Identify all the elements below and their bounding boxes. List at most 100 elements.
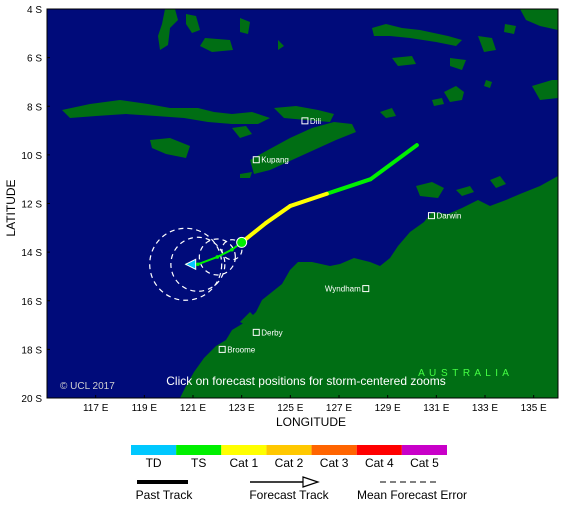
land-shape	[450, 58, 466, 70]
city-marker-icon	[427, 212, 435, 220]
land-shape	[490, 176, 506, 188]
category-swatch	[266, 445, 312, 455]
y-axis-label: LATITUDE	[4, 179, 18, 236]
latitude-tick-label: 18 S	[21, 345, 42, 356]
land-shape	[532, 80, 558, 100]
land-shape	[432, 98, 444, 106]
city-label: Dili	[310, 117, 321, 126]
latitude-tick-label: 4 S	[27, 5, 42, 16]
land-shape	[416, 182, 444, 198]
category-label: Cat 5	[410, 456, 439, 470]
land-shape	[504, 24, 516, 34]
city-marker-icon	[218, 345, 226, 353]
land-shape	[278, 40, 284, 50]
forecast-arrowhead-icon[interactable]	[184, 258, 197, 271]
latitude-tick-labels: 4 S 6 S 8 S 10 S 12 S 14 S 16 S 18 S 20 S	[21, 5, 50, 405]
zoom-instruction-text: Click on forecast positions for storm-ce…	[166, 374, 445, 388]
land-shape	[274, 106, 334, 122]
forecast-track-label: Forecast Track	[249, 488, 329, 502]
longitude-tick-label: 129 E	[375, 403, 401, 414]
longitude-tick-label: 135 E	[521, 403, 547, 414]
longitude-tick-labels: 117 E 119 E 121 E 123 E 125 E 127 E 129 E 131 E…	[83, 395, 547, 414]
land-shape	[200, 38, 233, 52]
category-swatch	[131, 445, 177, 455]
latitude-tick-label: 10 S	[21, 151, 42, 162]
forecast-position-marker[interactable]	[215, 255, 220, 259]
region-label: A U S T R A L I A	[418, 368, 510, 379]
land-shape	[444, 86, 464, 102]
mean-forecast-error-circles	[149, 227, 243, 301]
land-shape	[484, 80, 492, 88]
category-swatch	[221, 445, 267, 455]
category-label: TS	[191, 456, 206, 470]
land-shape	[62, 100, 270, 124]
past-track-segment	[368, 143, 419, 182]
forecast-error-circle	[170, 236, 226, 292]
land-shape	[478, 36, 496, 52]
longitude-tick-label: 119 E	[132, 403, 158, 414]
category-label: Cat 3	[320, 456, 349, 470]
land-shape	[380, 108, 396, 118]
category-swatch	[176, 445, 222, 455]
longitude-tick-label: 121 E	[180, 403, 206, 414]
city-markers: Dili Kupang Darwin Wyndham Derby Broome	[218, 117, 461, 354]
city-marker-icon	[362, 285, 370, 293]
mean-error-label: Mean Forecast Error	[357, 488, 467, 502]
latitude-tick-label: 14 S	[21, 248, 42, 259]
longitude-tick-label: 123 E	[229, 403, 255, 414]
land-shape	[250, 122, 356, 174]
land-shape	[150, 138, 190, 158]
city-label: Broome	[227, 345, 256, 354]
land-shape	[240, 18, 250, 34]
category-swatch	[401, 445, 447, 455]
land-shape	[392, 56, 416, 66]
category-label: Cat 2	[275, 456, 304, 470]
latitude-tick-label: 12 S	[21, 200, 42, 211]
forecast-arrow-icon	[302, 476, 320, 488]
past-track	[239, 143, 419, 245]
longitude-tick-label: 117 E	[83, 403, 109, 414]
category-swatch	[311, 445, 357, 455]
latitude-tick-label: 16 S	[21, 297, 42, 308]
latitude-tick-label: 6 S	[27, 54, 42, 65]
copyright-text: © UCL 2017	[60, 381, 115, 392]
land-shape	[240, 312, 256, 326]
forecast-error-circle	[221, 239, 243, 261]
category-label: Cat 4	[365, 456, 394, 470]
x-axis-label: LONGITUDE	[276, 415, 346, 429]
track-legend: Past Track Forecast Track Mean Forecast …	[136, 476, 467, 502]
city-marker-icon	[252, 156, 260, 164]
latitude-tick-label: 8 S	[27, 102, 42, 113]
category-label: TD	[146, 456, 162, 470]
land-shape	[456, 186, 474, 196]
longitude-tick-label: 127 E	[326, 403, 352, 414]
latitude-tick-label: 20 S	[21, 394, 42, 405]
forecast-error-circle	[149, 227, 223, 301]
current-position-marker[interactable]	[236, 236, 248, 248]
land-shape	[520, 9, 558, 30]
longitude-tick-label: 125 E	[277, 403, 303, 414]
land-shape	[158, 9, 178, 50]
category-label: Cat 1	[230, 456, 259, 470]
city-label: Darwin	[436, 212, 461, 221]
longitude-tick-label: 133 E	[472, 403, 498, 414]
city-label: Kupang	[261, 156, 289, 165]
city-marker-icon	[301, 117, 309, 125]
land-shape	[186, 14, 200, 33]
forecast-position-marker[interactable]	[196, 262, 200, 267]
longitude-tick-label: 131 E	[423, 403, 449, 414]
category-legend: TD TS Cat 1 Cat 2 Cat 3 Cat 4 Cat 5	[131, 445, 447, 470]
city-label: Wyndham	[325, 285, 361, 294]
land-shape	[240, 172, 252, 178]
past-track-segment	[264, 203, 293, 225]
city-label: Derby	[261, 328, 282, 337]
past-track-segment	[324, 177, 373, 196]
land-shape	[372, 24, 462, 46]
forecast-error-circle	[198, 238, 236, 276]
past-track-label: Past Track	[136, 488, 194, 502]
past-track-segment	[288, 191, 329, 208]
forecast-track[interactable]	[184, 236, 248, 271]
forecast-position-marker[interactable]	[230, 247, 234, 252]
